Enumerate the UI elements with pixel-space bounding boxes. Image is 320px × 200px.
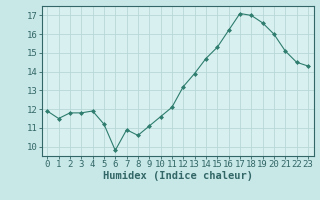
X-axis label: Humidex (Indice chaleur): Humidex (Indice chaleur): [103, 171, 252, 181]
